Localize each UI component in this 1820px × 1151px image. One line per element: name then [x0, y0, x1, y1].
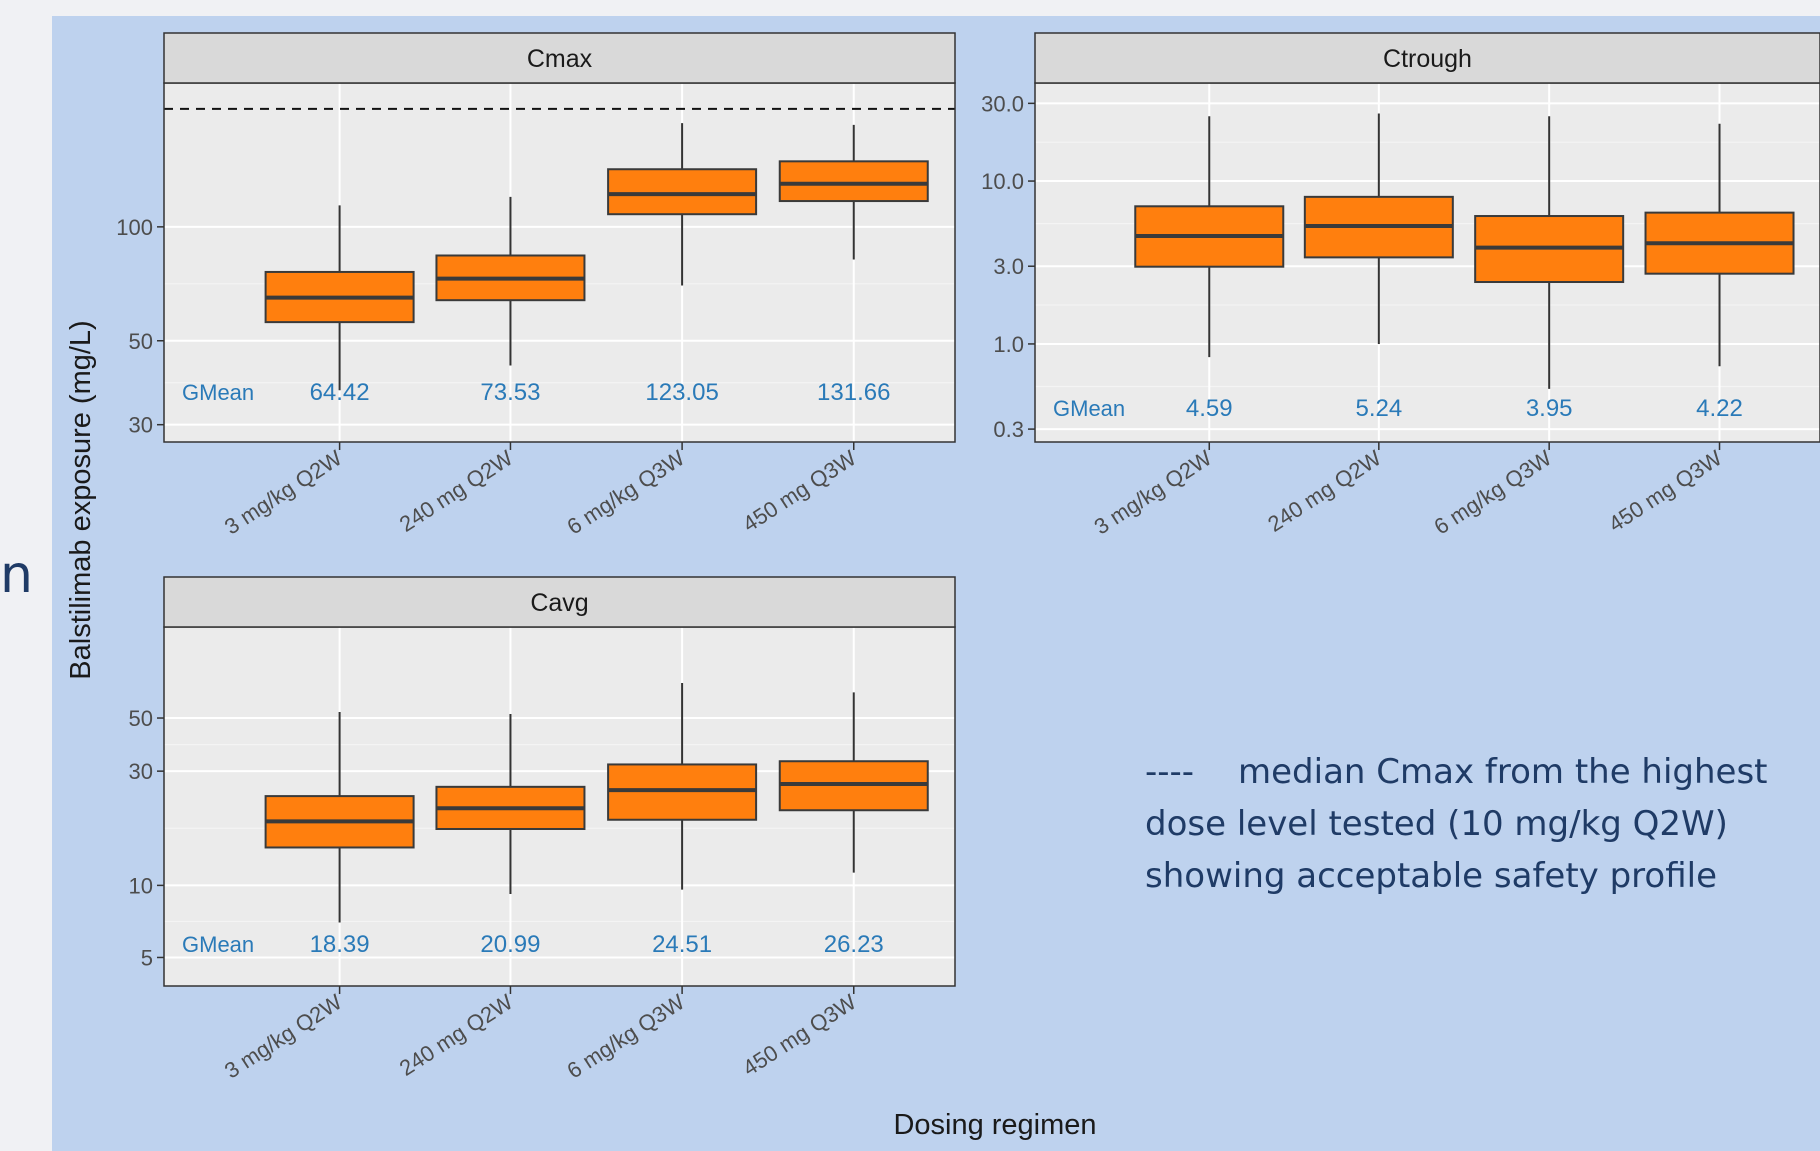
box-marks [264, 123, 929, 391]
gmean-value: 123.05 [645, 379, 718, 406]
gmean-value: 131.66 [817, 379, 890, 406]
y-tick-label: 10.0 [981, 169, 1024, 194]
note-line-2: dose level tested (10 mg/kg Q2W) [1145, 804, 1728, 844]
facet-strip [1034, 32, 1820, 84]
gmean-value: 73.53 [480, 379, 540, 406]
y-tick-label: 10 [129, 873, 153, 898]
note-line-3: showing acceptable safety profile [1145, 856, 1717, 896]
y-tick-label: 5 [141, 945, 153, 970]
gmean-value: 3.95 [1526, 395, 1573, 422]
box-marks [264, 683, 929, 923]
facet-title: Cavg [530, 589, 588, 617]
gmean-label: GMean [182, 932, 254, 957]
box [607, 168, 758, 216]
y-tick-label: 100 [116, 215, 153, 240]
gmean-label: GMean [182, 380, 254, 405]
y-tick-label: 0.3 [993, 417, 1024, 442]
gmean-value: 20.99 [480, 931, 540, 958]
partial-text-fragment: n [0, 545, 33, 605]
y-tick-label: 30.0 [981, 91, 1024, 116]
box-marks [1134, 113, 1795, 389]
box [778, 160, 929, 203]
gmean-value: 5.24 [1355, 395, 1402, 422]
y-axis-label: Balstilimab exposure (mg/L) [65, 320, 97, 679]
facet-title: Ctrough [1383, 45, 1472, 73]
y-tick-label: 30 [129, 759, 153, 784]
y-tick-label: 3.0 [993, 254, 1024, 279]
gmean-value: 64.42 [310, 379, 370, 406]
gmean-value: 18.39 [310, 931, 370, 958]
y-tick-label: 30 [129, 413, 153, 438]
gmean-value: 4.59 [1186, 395, 1233, 422]
facet-title: Cmax [527, 45, 593, 73]
facet-strip [163, 32, 956, 84]
gmean-value: 4.22 [1696, 395, 1743, 422]
note-line-1: median Cmax from the highest [1238, 752, 1768, 792]
y-tick-label: 50 [129, 329, 153, 354]
gmean-value: 26.23 [824, 931, 884, 958]
note-dash-legend: ---- [1145, 752, 1194, 792]
facet-strip [163, 576, 956, 628]
y-tick-label: 50 [129, 706, 153, 731]
gmean-label: GMean [1053, 396, 1125, 421]
y-tick-label: 1.0 [993, 332, 1024, 357]
gmean-value: 24.51 [652, 931, 712, 958]
reference-note: ---- median Cmax from the highest dose l… [1145, 752, 1768, 896]
x-axis-label: Dosing regimen [893, 1109, 1096, 1141]
